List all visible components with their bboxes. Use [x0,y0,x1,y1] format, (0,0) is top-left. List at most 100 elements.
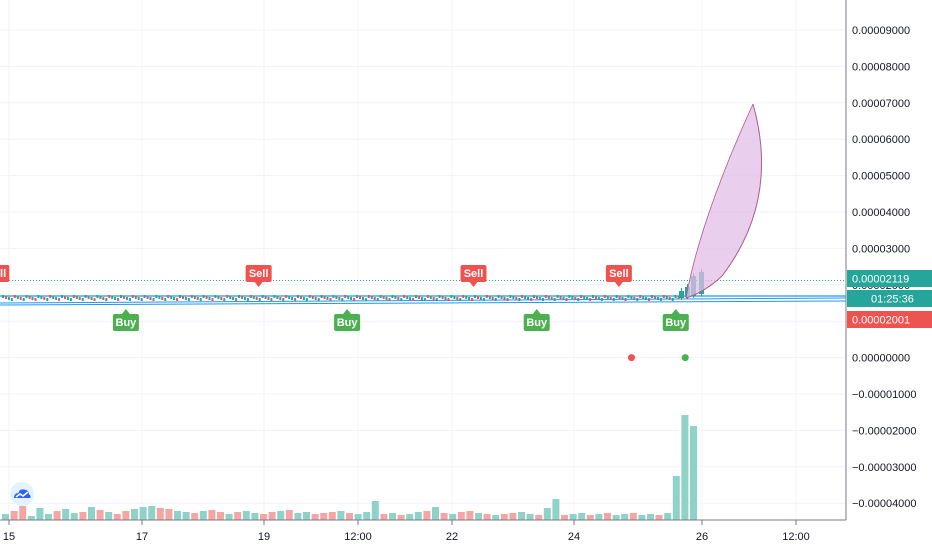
volume-bar [638,515,646,520]
candle [114,297,117,300]
candle [99,296,102,299]
volume-bar [621,514,629,520]
indicator-lines [0,279,847,306]
candle [612,298,615,301]
candle [580,295,583,298]
candle [420,297,423,300]
candle [223,298,226,301]
candle [450,295,453,298]
volume-bar [664,513,672,520]
volume-bar [389,513,396,520]
signal-dots [628,354,689,362]
candle [485,295,488,298]
candle [441,296,444,299]
candle [226,295,229,298]
buy-signal[interactable]: Buy [334,309,361,331]
signal-dot [628,354,636,362]
candle [423,298,426,301]
candle [28,296,31,299]
volume-bar [595,514,603,520]
candle [170,296,173,299]
candle [654,296,656,299]
price-label-last: 0.00002119 [847,270,932,287]
volume-bar [526,514,534,520]
sell-signal[interactable]: Sell [605,265,632,287]
candle [426,295,429,298]
candle [344,295,347,298]
candle [665,296,668,299]
candle [621,297,624,300]
price-labels: 0.00002119 01:25:36 0.00002001 [847,270,932,328]
sell-signal[interactable]: Sell [460,265,487,287]
projection-arc [685,103,762,299]
candle [370,296,373,299]
candle [243,297,246,300]
candle [497,295,500,298]
volume-bar [432,507,439,520]
candle [187,298,190,301]
candle [468,297,471,300]
price-label-text: 0.00002119 [852,274,909,286]
candle [261,295,264,298]
y-tick-label: 0.00004000 [852,207,910,219]
candle [252,296,255,299]
volume-bar [113,514,121,520]
volume-bar [475,513,482,520]
candle [214,295,217,298]
volume-bar [182,512,190,520]
candle [323,296,326,299]
volume-bar [122,511,130,520]
candle [25,295,28,298]
candle [465,296,468,299]
price-label-text: 01:25:36 [871,294,914,306]
candle [597,297,600,300]
candle [229,296,232,299]
candle [359,296,361,299]
volume-bar [2,514,9,520]
candle [61,295,63,298]
candle [353,298,356,301]
candle [249,295,252,298]
volume-bar [681,415,689,520]
tradingview-cloud-icon[interactable] [10,482,34,506]
x-tick-label: 17 [136,531,148,543]
candle [311,296,314,299]
volume-bar [10,511,18,520]
candle [49,295,52,298]
candle [412,298,415,301]
candle [385,297,388,300]
sell-signal[interactable]: Sell [0,265,10,287]
candle [196,297,199,300]
volume-bar [311,514,319,520]
candle [238,295,240,298]
candle [432,297,435,300]
signal-label: Sell [609,268,629,280]
candle [291,297,294,300]
candle [376,298,379,301]
candle [571,296,574,299]
volume-bar [191,513,199,520]
candle [397,297,400,300]
candle [379,295,382,298]
candle [143,295,146,298]
candle [592,295,594,298]
sell-signal[interactable]: Sell [245,265,272,287]
candle [22,298,25,301]
buy-signal[interactable]: Buy [662,309,689,331]
volume-bar [294,513,302,520]
time-axis[interactable]: 15 17 19 12:00 22 24 26 12:00 [3,520,810,543]
buy-signal[interactable]: Buy [523,309,550,331]
candle [120,295,122,298]
candle [167,295,170,298]
signal-label: Buy [526,317,548,329]
candle [509,295,512,298]
candle [391,295,394,298]
y-tick-label: 0.00009000 [852,25,910,37]
candle [102,297,105,300]
buy-signal[interactable]: Buy [112,309,139,331]
volume-bar [208,510,216,520]
projection-arc-edge [685,103,754,299]
volume-bar [70,513,78,520]
candle [320,295,323,298]
